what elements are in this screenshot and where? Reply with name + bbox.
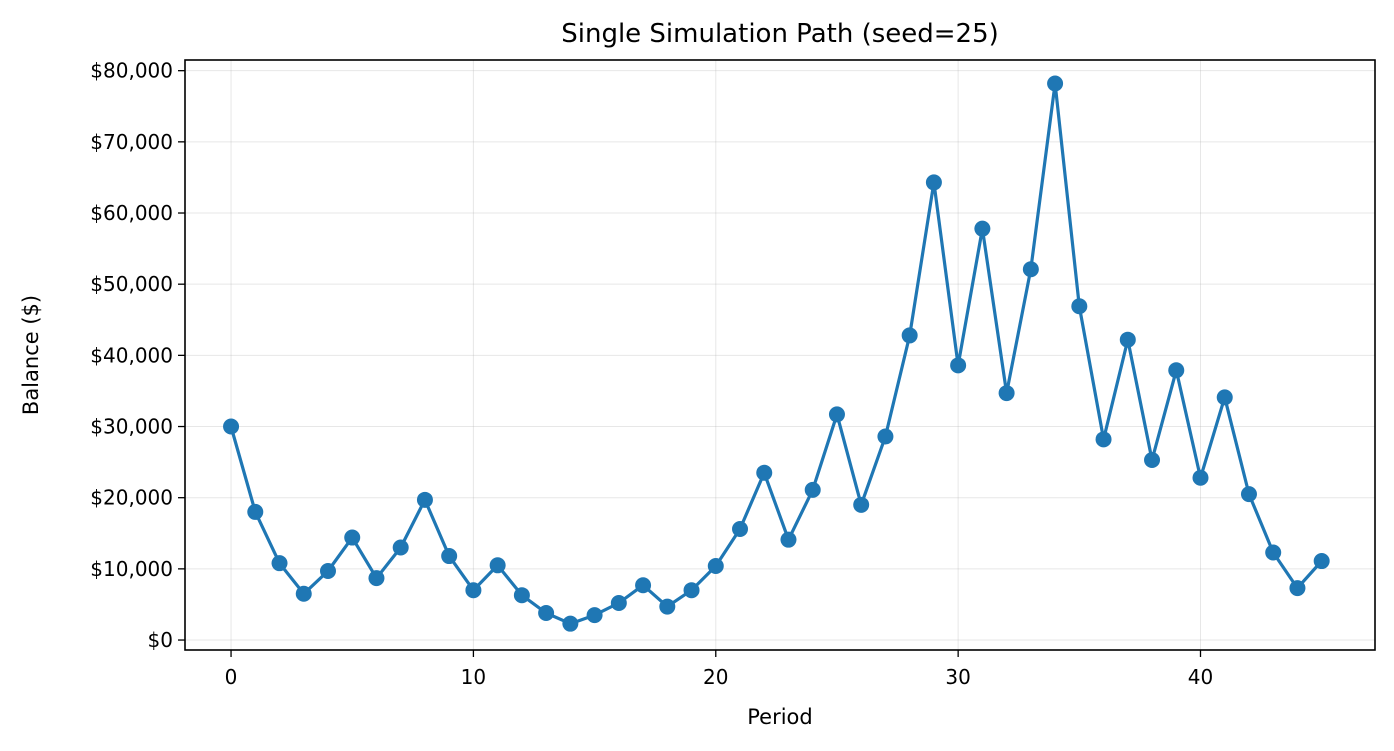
data-point	[804, 481, 821, 498]
chart-title: Single Simulation Path (seed=25)	[561, 19, 999, 49]
data-point	[1119, 331, 1136, 348]
data-point	[1022, 261, 1039, 278]
data-point	[223, 418, 240, 435]
x-tick-label: 30	[945, 665, 970, 689]
data-point	[707, 558, 724, 575]
data-point	[562, 615, 579, 632]
data-point	[610, 595, 627, 612]
data-point	[732, 521, 749, 538]
x-tick-label: 10	[461, 665, 486, 689]
x-tick-label: 0	[225, 665, 238, 689]
data-point	[513, 587, 530, 604]
data-point	[683, 582, 700, 599]
data-point	[1168, 362, 1185, 379]
y-tick-label: $0	[148, 628, 173, 652]
data-point	[368, 570, 385, 587]
data-point	[1265, 544, 1282, 561]
data-point	[780, 531, 797, 548]
data-point	[271, 555, 288, 572]
data-point	[1240, 486, 1257, 503]
data-point	[659, 598, 676, 615]
data-point	[1095, 431, 1112, 448]
x-tick-label: 40	[1188, 665, 1213, 689]
data-point	[901, 327, 918, 344]
axes: 0 10 20 30 40 $0 $10,000 $20,000 $30,000 $40,000 $…	[90, 59, 1213, 689]
data-point	[998, 385, 1015, 402]
y-tick-label: $10,000	[90, 557, 173, 581]
data-point	[756, 464, 773, 481]
y-tick-label: $40,000	[90, 343, 173, 367]
x-tick-label: 20	[703, 665, 728, 689]
data-point	[950, 357, 967, 374]
y-tick-label: $70,000	[90, 130, 173, 154]
data-point	[877, 428, 894, 445]
data-point	[635, 577, 652, 594]
data-point	[538, 604, 555, 621]
y-tick-label: $20,000	[90, 486, 173, 510]
y-tick-label: $80,000	[90, 59, 173, 83]
data-point	[1144, 451, 1161, 468]
data-point	[392, 539, 409, 556]
y-tick-label: $60,000	[90, 201, 173, 225]
data-point	[247, 503, 264, 520]
y-tick-label: $30,000	[90, 415, 173, 439]
data-point	[319, 563, 336, 580]
data-point	[974, 220, 991, 237]
data-point	[465, 582, 482, 599]
data-point	[1289, 580, 1306, 597]
data-point	[1313, 553, 1330, 570]
data-point	[925, 174, 942, 191]
data-point	[441, 548, 458, 565]
data-point	[853, 496, 870, 513]
data-point	[416, 491, 433, 508]
grid	[185, 60, 1375, 650]
data-point	[828, 406, 845, 423]
data-point	[1047, 75, 1064, 92]
data-point	[344, 529, 361, 546]
data-point	[586, 607, 603, 624]
y-axis-label: Balance ($)	[19, 295, 43, 415]
x-axis-label: Period	[747, 705, 812, 729]
data-point	[489, 557, 506, 574]
series-line	[229, 81, 1324, 626]
data-point	[1192, 469, 1209, 486]
series-balance	[223, 75, 1330, 632]
y-tick-label: $50,000	[90, 272, 173, 296]
data-point	[1071, 298, 1088, 315]
data-point	[295, 585, 312, 602]
data-point	[1216, 389, 1233, 406]
